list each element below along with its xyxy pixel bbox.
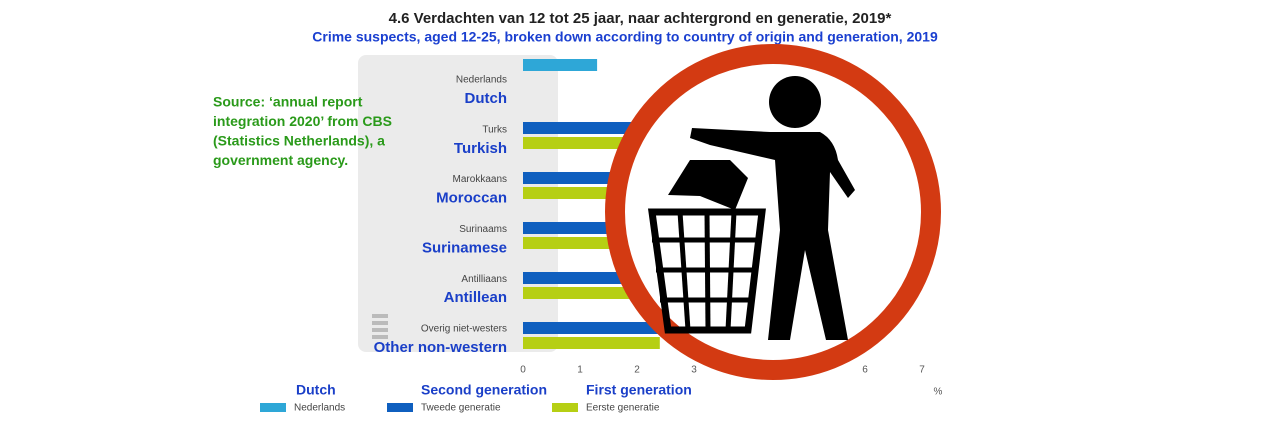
- category-translation: Turkish: [454, 140, 507, 157]
- source-note: government agency.: [213, 152, 348, 168]
- legend-translation: First generation: [586, 382, 692, 398]
- legend-swatch: [552, 403, 578, 412]
- plot-panel: [358, 55, 558, 352]
- chart-subtitle: Crime suspects, aged 12-25, broken down …: [312, 29, 938, 45]
- legend-translation: Second generation: [421, 382, 547, 398]
- legend-label: Tweede generatie: [421, 403, 501, 414]
- x-tick-label: 3: [691, 365, 697, 376]
- x-tick-label: 0: [520, 365, 526, 376]
- legend-label: Nederlands: [294, 403, 345, 414]
- category-label: Overig niet-westers: [421, 324, 507, 335]
- legend-swatch: [260, 403, 286, 412]
- bar: [523, 59, 598, 71]
- category-translation: Surinamese: [422, 239, 507, 256]
- category-label: Antilliaans: [461, 274, 507, 285]
- x-tick-label: 2: [634, 365, 640, 376]
- source-note: integration 2020’ from CBS: [213, 113, 392, 129]
- x-tick-label: 6: [862, 365, 868, 376]
- category-translation: Dutch: [465, 90, 508, 107]
- category-label: Nederlands: [456, 75, 507, 86]
- category-label: Surinaams: [459, 224, 507, 235]
- x-unit: %: [934, 387, 943, 398]
- category-label: Marokkaans: [453, 174, 507, 185]
- category-label: Turks: [482, 124, 507, 135]
- x-tick-label: 7: [919, 365, 925, 376]
- legend-label: Eerste generatie: [586, 403, 660, 414]
- legend-swatch: [387, 403, 413, 412]
- category-translation: Other non-western: [374, 339, 507, 356]
- category-translation: Moroccan: [436, 190, 507, 207]
- legend-translation: Dutch: [296, 382, 336, 398]
- chart-title: 4.6 Verdachten van 12 tot 25 jaar, naar …: [389, 10, 892, 27]
- cbs-logo: [372, 314, 388, 339]
- category-translation: Antillean: [444, 289, 507, 306]
- bar: [523, 137, 643, 149]
- source-note: (Statistics Netherlands), a: [213, 133, 385, 149]
- source-note: Source: ‘annual report: [213, 94, 363, 110]
- no-litter-sign: [605, 44, 941, 380]
- x-tick-label: 1: [577, 365, 583, 376]
- bar: [523, 337, 660, 349]
